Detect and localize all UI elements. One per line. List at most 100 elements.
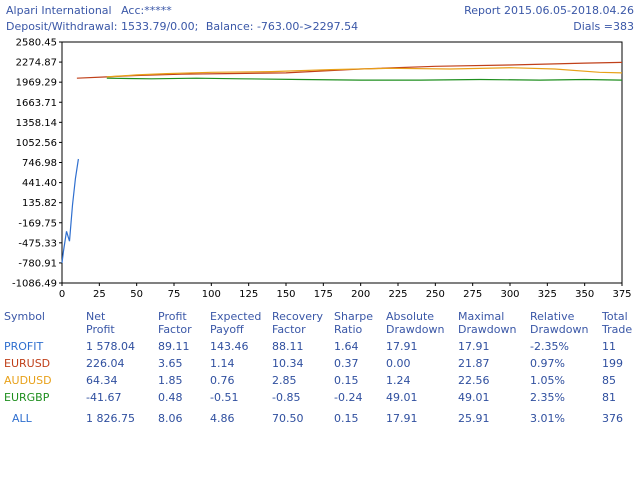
column-header-line2: Factor [272,323,306,336]
column-header: Relative Drawdown [530,310,602,340]
y-tick-label: 1969.29 [16,78,57,89]
value-cell: -0.51 [210,391,239,404]
y-tick-label: 2274.87 [16,58,57,69]
value-cell: 3.01% [530,412,565,425]
value-cell: 2.85 [272,374,297,387]
value-cell: 0.00 [386,357,411,370]
y-tick-label: 441.40 [22,178,57,189]
value-cell: -0.85 [272,391,301,404]
value-cell: 1.64 [334,340,359,353]
x-tick-label: 50 [130,289,143,300]
x-tick-label: 250 [426,289,445,300]
value-cell: 22.56 [458,374,490,387]
column-header: Profit Factor [158,310,210,340]
table-row: EURUSD 226.04 3.65 1.14 10.34 0.37 0.00 21.87 0.… [0,357,632,374]
value-cell: 64.34 [86,374,118,387]
value-cell: 17.91 [458,340,490,353]
table-row: EURGBP -41.67 0.48 -0.51 -0.85 -0.24 49.01 49.0… [0,391,632,408]
value-cell: -0.24 [334,391,363,404]
series-line-eurgbp [106,77,623,81]
value-cell: 10.34 [272,357,304,370]
column-header-line1: Expected [210,310,262,323]
column-header: Sharpe Ratio [334,310,386,340]
plot-frame [61,41,623,284]
value-cell: 199 [602,357,623,370]
value-cell: 17.91 [386,412,418,425]
symbol-cell: EURGBP [4,391,50,404]
x-tick-label: 300 [500,289,519,300]
y-tick-label: 1052.56 [16,138,57,149]
column-header: Net Profit [86,310,158,340]
value-cell: 1.14 [210,357,235,370]
column-header-line1: Symbol [4,310,45,323]
column-header-line2: Ratio [334,323,363,336]
value-cell: 1.24 [386,374,411,387]
column-header: Symbol [0,310,86,340]
x-tick-label: 325 [538,289,557,300]
y-tick-label: -169.75 [18,218,57,229]
value-cell: 25.91 [458,412,490,425]
balance-text: Balance: -763.00->2297.54 [205,20,359,33]
x-tick-label: 225 [388,289,407,300]
column-header: Expected Payoff [210,310,272,340]
column-header-line1: Sharpe [334,310,373,323]
column-header: Maximal Drawdown [458,310,530,340]
column-header-line2: Drawdown [530,323,589,336]
value-cell: 3.65 [158,357,183,370]
y-tick-label: 746.98 [22,158,57,169]
x-tick-label: 375 [612,289,631,300]
column-header-line1: Net [86,310,106,323]
column-header-line2: Payoff [210,323,244,336]
header-broker: Alpari International Acc:***** [6,4,172,17]
value-cell: 226.04 [86,357,125,370]
series-line-profit [61,158,79,263]
x-tick-label: 75 [168,289,181,300]
column-header-line1: Absolute [386,310,435,323]
y-tick-label: 135.82 [22,198,57,209]
y-tick-label: 1663.71 [16,98,57,109]
value-cell: -2.35% [530,340,569,353]
value-cell: 0.37 [334,357,359,370]
column-header-line2: Drawdown [458,323,517,336]
x-tick-label: 125 [239,289,258,300]
value-cell: 11 [602,340,616,353]
table-row: PROFIT 1 578.04 89.11 143.46 88.11 1.64 17.91 1… [0,340,632,357]
symbol-cell: AUDUSD [4,374,52,387]
value-cell: 4.86 [210,412,235,425]
x-tick-label: 100 [202,289,221,300]
x-tick-label: 200 [351,289,370,300]
column-header: Absolute Drawdown [386,310,458,340]
column-header-line1: Profit [158,310,187,323]
x-tick-label: 350 [575,289,594,300]
table-row: ALL 1 826.75 8.06 4.86 70.50 0.15 17.91 25.91 3.… [0,408,632,429]
value-cell: -41.67 [86,391,122,404]
value-cell: 49.01 [458,391,490,404]
x-tick-label: 0 [59,289,65,300]
table-header-row: Symbol Net Profit Profit Factor Expected Payof… [0,310,632,340]
column-header-line2: Factor [158,323,192,336]
column-header-line2: Drawdown [386,323,445,336]
value-cell: 1.05% [530,374,565,387]
column-header-line1: Total [602,310,628,323]
value-cell: 0.97% [530,357,565,370]
balance-chart: 2580.45 2274.87 1969.29 1663.71 1358.14 1052.… [12,38,632,301]
table-row: AUDUSD 64.34 1.85 0.76 2.85 0.15 1.24 22.56 1.05… [0,374,632,391]
stats-table: Symbol Net Profit Profit Factor Expected Payof… [0,310,632,429]
series-line-audusd [106,67,623,78]
x-tick-label: 175 [314,289,333,300]
x-tick-label: 150 [276,289,295,300]
value-cell: 376 [602,412,623,425]
column-header: Recovery Factor [272,310,334,340]
dials-count: Dials =383 [573,20,634,33]
value-cell: 70.50 [272,412,304,425]
column-header-line2: Profit [86,323,115,336]
value-cell: 1 578.04 [86,340,135,353]
value-cell: 0.15 [334,412,359,425]
header-deposit-balance: Deposit/Withdrawal: 1533.79/0.00; Balanc… [6,20,358,33]
value-cell: 88.11 [272,340,304,353]
account-mask: Acc:***** [121,4,172,17]
value-cell: 21.87 [458,357,490,370]
y-tick-label: 1358.14 [16,118,57,129]
x-tick-label: 275 [463,289,482,300]
value-cell: 81 [602,391,616,404]
